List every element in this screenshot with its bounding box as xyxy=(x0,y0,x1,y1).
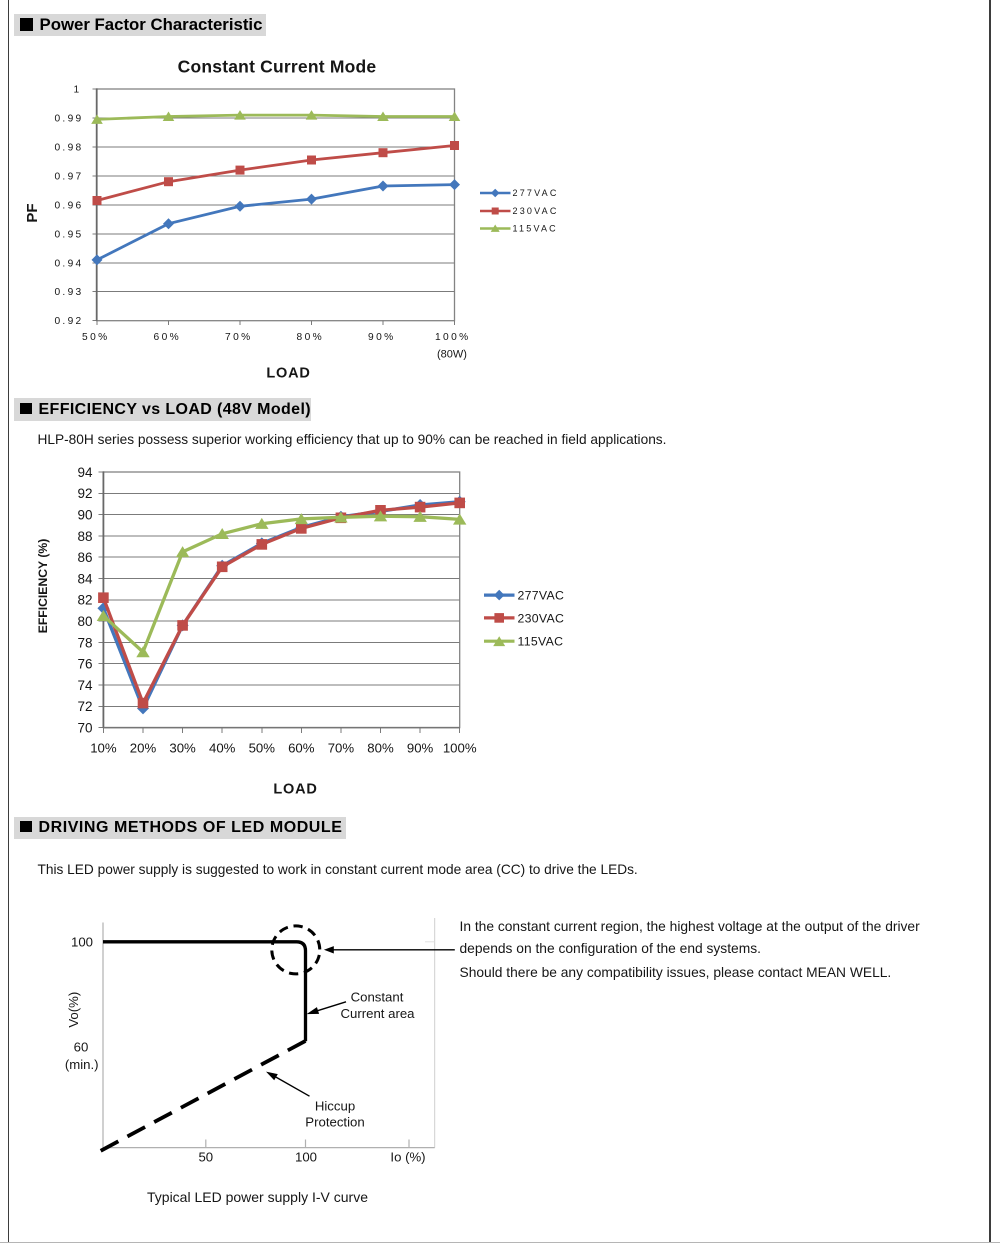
svg-text:0.93: 0.93 xyxy=(54,287,83,298)
svg-text:70%: 70% xyxy=(328,741,355,756)
svg-text:0.92: 0.92 xyxy=(54,316,83,327)
svg-text:277VAC: 277VAC xyxy=(518,589,565,603)
svg-text:0.94: 0.94 xyxy=(54,258,83,269)
svg-text:115VAC: 115VAC xyxy=(513,224,558,234)
svg-text:70%: 70% xyxy=(225,332,253,343)
svg-text:0.96: 0.96 xyxy=(54,200,83,211)
svg-text:100%: 100% xyxy=(435,332,471,343)
svg-text:Vo(%): Vo(%) xyxy=(66,992,81,1028)
svg-text:74: 74 xyxy=(77,678,93,693)
svg-text:30%: 30% xyxy=(169,741,196,756)
svg-text:(80W): (80W) xyxy=(437,349,467,361)
svg-text:277VAC: 277VAC xyxy=(513,188,559,198)
svg-text:84: 84 xyxy=(77,571,93,586)
svg-text:Constant: Constant xyxy=(351,990,404,1005)
svg-text:20%: 20% xyxy=(130,741,157,756)
svg-text:0.98: 0.98 xyxy=(54,142,83,153)
svg-text:90%: 90% xyxy=(368,332,396,343)
svg-text:100: 100 xyxy=(71,934,93,949)
svg-text:78: 78 xyxy=(77,635,92,650)
svg-text:60%: 60% xyxy=(154,332,182,343)
svg-text:80%: 80% xyxy=(367,741,394,756)
svg-text:50%: 50% xyxy=(249,741,276,756)
svg-text:230VAC: 230VAC xyxy=(518,611,565,625)
svg-text:80%: 80% xyxy=(297,332,325,343)
svg-text:115VAC: 115VAC xyxy=(518,635,564,649)
svg-text:100%: 100% xyxy=(443,741,477,756)
svg-text:50: 50 xyxy=(198,1149,213,1164)
svg-text:72: 72 xyxy=(77,699,92,714)
svg-text:Protection: Protection xyxy=(305,1115,364,1130)
svg-text:10%: 10% xyxy=(90,741,117,756)
svg-text:100: 100 xyxy=(295,1149,317,1164)
svg-text:EFFICIENCY (%): EFFICIENCY (%) xyxy=(36,539,50,634)
svg-text:92: 92 xyxy=(77,486,92,501)
svg-text:1: 1 xyxy=(74,85,82,96)
svg-text:82: 82 xyxy=(77,593,92,608)
svg-text:94: 94 xyxy=(77,465,93,480)
svg-text:0.97: 0.97 xyxy=(54,171,83,182)
svg-text:76: 76 xyxy=(77,657,92,672)
svg-text:(min.): (min.) xyxy=(65,1057,99,1072)
svg-text:80: 80 xyxy=(77,614,92,629)
svg-text:90%: 90% xyxy=(407,741,434,756)
svg-text:0.99: 0.99 xyxy=(54,114,83,125)
svg-text:60: 60 xyxy=(74,1040,89,1055)
svg-text:90: 90 xyxy=(77,508,92,523)
svg-text:86: 86 xyxy=(77,550,92,565)
svg-text:230VAC: 230VAC xyxy=(513,206,559,216)
svg-text:LOAD: LOAD xyxy=(266,366,310,382)
svg-text:70: 70 xyxy=(77,721,92,736)
svg-text:Hiccup: Hiccup xyxy=(315,1099,355,1114)
svg-text:88: 88 xyxy=(77,529,92,544)
svg-text:50%: 50% xyxy=(82,332,110,343)
svg-text:60%: 60% xyxy=(288,741,315,756)
svg-text:Constant Current Mode: Constant Current Mode xyxy=(178,56,377,76)
svg-text:40%: 40% xyxy=(209,741,236,756)
svg-text:LOAD: LOAD xyxy=(273,782,317,798)
svg-text:0.95: 0.95 xyxy=(54,229,83,240)
svg-text:Current area: Current area xyxy=(340,1006,415,1021)
svg-text:Io (%): Io (%) xyxy=(390,1149,425,1164)
svg-text:PF: PF xyxy=(24,203,41,222)
